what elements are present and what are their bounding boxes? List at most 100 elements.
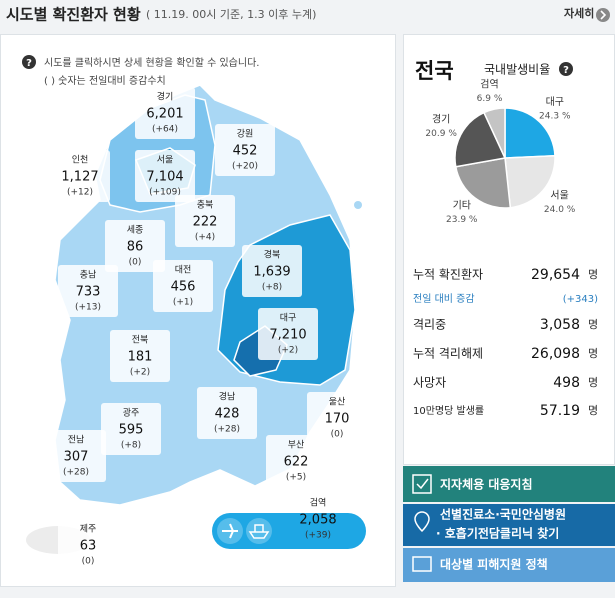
more-link[interactable]: 자세히: [564, 6, 594, 20]
pie-value: 6.9 %: [477, 94, 503, 104]
region-name: 전북: [132, 335, 149, 346]
region-label-box: [110, 330, 170, 382]
link-icon: [412, 474, 432, 494]
link-text[interactable]: 지자체용 대응지침: [440, 477, 533, 492]
stat-unit: 명: [588, 404, 598, 417]
region-count: 456: [171, 280, 196, 295]
quarantine-pill[interactable]: [212, 513, 366, 549]
region-label-box: [135, 87, 195, 139]
region-label-box: [197, 387, 257, 439]
region-delta: (+1): [173, 298, 193, 308]
region-label-box: [175, 195, 235, 247]
region-label-box: [242, 245, 302, 297]
region-delta: (+5): [286, 473, 306, 483]
link-text[interactable]: · 호흡기전담클리닉 찾기: [436, 526, 559, 541]
stat-unit: 명: [588, 318, 598, 331]
island: [354, 201, 362, 209]
region-name: 제주: [80, 524, 97, 535]
pie-value: 24.0 %: [544, 205, 576, 215]
help-icon: [559, 62, 573, 76]
region-label-box: [307, 392, 367, 444]
stat-unit: 명: [588, 268, 598, 281]
region-name: 인천: [72, 155, 89, 166]
region-name: 경기: [157, 91, 174, 103]
region-name: 대전: [175, 265, 192, 276]
region-name: 강원: [237, 129, 254, 140]
region-name: 광주: [123, 407, 140, 419]
region-delta: (+64): [152, 125, 178, 135]
pie-label: 기타: [453, 199, 471, 211]
region-name: 경남: [219, 391, 236, 403]
region-name: 세종: [127, 225, 144, 236]
link-button[interactable]: [403, 548, 615, 582]
region-delta: (+8): [121, 441, 141, 451]
stat-unit: 명: [588, 347, 598, 360]
help-icon: [22, 55, 36, 69]
region-count: 595: [119, 423, 144, 438]
summary-panel: [403, 34, 615, 465]
region-count: 428: [215, 407, 240, 422]
region-name: 경북: [264, 249, 281, 261]
region-name: 검역: [310, 497, 327, 509]
region-delta: (0): [82, 557, 95, 567]
region-delta: (+28): [214, 425, 240, 435]
region-name: 충남: [80, 270, 97, 281]
stat-label: 전일 대비 증감: [413, 293, 475, 305]
pie-slice: [504, 155, 556, 209]
subtitle: ( 11.19. 00시 기준, 1.3 이후 누계): [146, 8, 316, 21]
stat-value: 498: [553, 375, 580, 391]
link-button[interactable]: [403, 504, 615, 546]
region-delta: (+2): [278, 346, 298, 356]
region-label-box: [46, 430, 106, 482]
more-arrow: [600, 10, 607, 20]
region-count: 452: [233, 144, 258, 159]
link-button[interactable]: [403, 466, 615, 502]
region-count: 6,201: [146, 107, 183, 122]
pie-slice: [454, 111, 507, 168]
region-label-box: [258, 308, 318, 360]
link-text[interactable]: 대상별 피해지원 정책: [440, 557, 548, 572]
region-label-box: [58, 265, 118, 317]
pie-label: 대구: [546, 96, 564, 108]
region-count: 86: [127, 240, 144, 255]
pie-value: 23.9 %: [446, 215, 478, 225]
region-label-box: [50, 150, 110, 202]
help-mark: ?: [563, 65, 569, 76]
region-delta: (+4): [195, 233, 215, 243]
region-delta: (+12): [67, 188, 93, 198]
region-count: 307: [64, 450, 89, 465]
region-delta: (+8): [262, 283, 282, 293]
region-count: 2,058: [299, 513, 336, 528]
region-count: 170: [325, 412, 350, 427]
region-count: 222: [193, 215, 218, 230]
region-delta: (+20): [232, 162, 258, 172]
region-delta: (+13): [75, 303, 101, 313]
region-delta: (+109): [149, 188, 181, 198]
region-name: 부산: [288, 440, 305, 451]
more-icon[interactable]: [596, 8, 610, 22]
region-label-box: [101, 403, 161, 455]
region-label-box: [135, 150, 195, 202]
pie-value: 20.9 %: [425, 129, 457, 139]
pie-title: 국내발생비율: [484, 63, 550, 77]
region-name: 전남: [68, 435, 85, 446]
pie-value: 24.3 %: [539, 111, 571, 121]
ship-icon: [248, 524, 270, 539]
region-count: 7,210: [269, 328, 306, 343]
region-count: 1,127: [61, 170, 98, 185]
pie-label: 서울: [550, 189, 568, 201]
ship-icon: [246, 518, 272, 544]
summary-title: 전국: [415, 59, 454, 83]
region-count: 622: [284, 455, 309, 470]
stat-unit: 명: [588, 376, 598, 389]
region-label-box: [153, 260, 213, 312]
stat-label: 누적 격리해제: [413, 347, 483, 361]
region-delta: (0): [331, 430, 344, 440]
link-text[interactable]: 선별진료소·국민안심병원: [440, 507, 566, 522]
region-count: 733: [76, 285, 101, 300]
region-delta: (0): [129, 258, 142, 268]
region-label-box: [266, 435, 326, 487]
link-icon: [416, 478, 429, 490]
stat-value: 57.19: [540, 403, 580, 419]
